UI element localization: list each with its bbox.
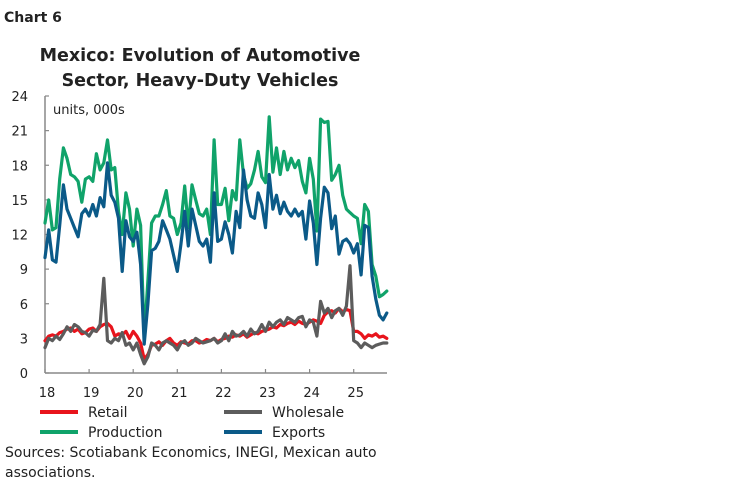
y-tick-label: 6 (20, 298, 28, 313)
y-tick-label: 3 (20, 332, 28, 347)
y-axis-unit-label: units, 000s (53, 103, 125, 118)
x-tick-label: 21 (171, 386, 188, 401)
x-tick-label: 22 (215, 386, 232, 401)
series-lines (43, 115, 389, 366)
x-axis: 18 19 20 21 22 23 24 25 (39, 369, 387, 401)
y-axis: 0 3 6 9 12 15 18 21 24 (11, 90, 49, 382)
x-tick-label: 25 (347, 386, 364, 401)
y-tick-label: 21 (11, 125, 28, 140)
x-tick-label: 19 (83, 386, 100, 401)
x-tick-label: 18 (39, 386, 56, 401)
x-tick-label: 23 (259, 386, 276, 401)
legend-label-retail: Retail (88, 405, 128, 421)
x-tick-label: 20 (127, 386, 144, 401)
legend-label-production: Production (88, 425, 162, 441)
y-tick-label: 9 (20, 263, 28, 278)
y-tick-label: 15 (11, 194, 28, 209)
series-line-exports (43, 161, 389, 346)
series-line-retail (43, 306, 389, 361)
series-line-wholesale (43, 264, 389, 366)
legend-label-wholesale: Wholesale (272, 405, 344, 421)
y-tick-label: 18 (11, 159, 28, 174)
legend: Retail Wholesale Production Exports (40, 405, 344, 441)
chart-number-label: Chart 6 (4, 10, 62, 26)
y-tick-label: 12 (11, 229, 28, 244)
x-tick-label: 24 (303, 386, 320, 401)
y-tick-label: 0 (20, 367, 28, 382)
source-note-line-1: Sources: Scotiabank Economics, INEGI, Me… (5, 445, 377, 461)
chart-title-line-1: Mexico: Evolution of Automotive (40, 46, 361, 66)
legend-label-exports: Exports (272, 425, 325, 441)
chart-title-line-2: Sector, Heavy-Duty Vehicles (62, 71, 339, 91)
y-tick-label: 24 (11, 90, 28, 105)
source-note-line-2: associations. (5, 465, 95, 481)
series-line-production (43, 115, 389, 340)
